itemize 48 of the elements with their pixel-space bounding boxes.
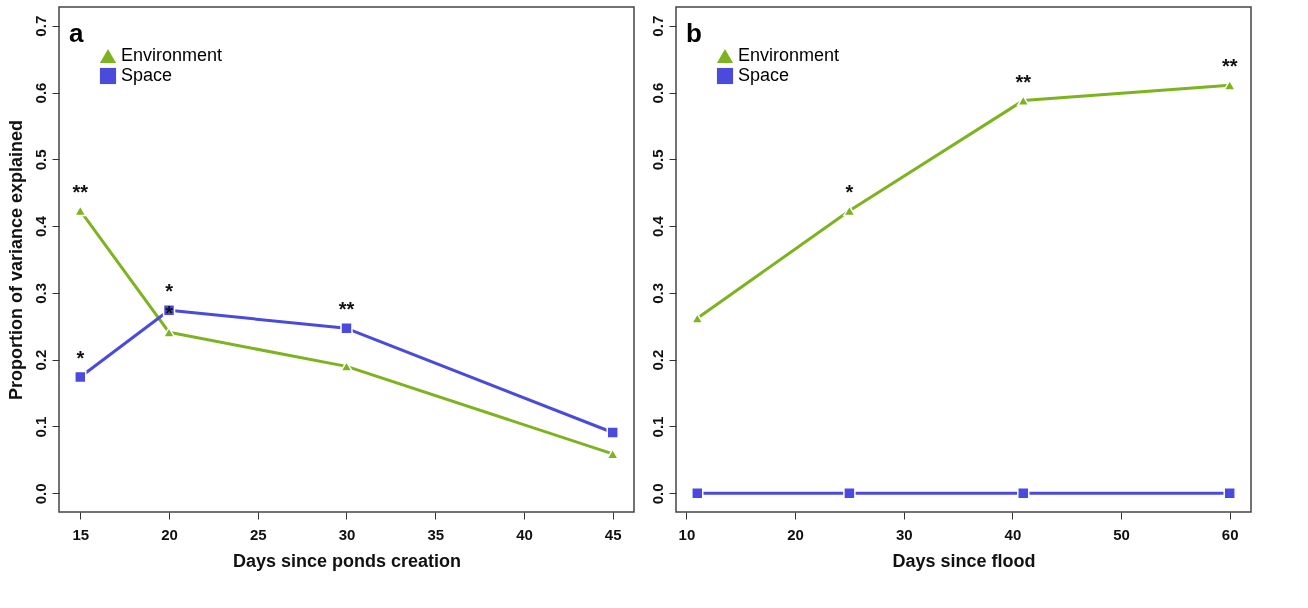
x-tick-label: 60 (1221, 525, 1239, 543)
y-tick-label: 0.7 (31, 15, 49, 37)
y-tick-label: 0.0 (31, 483, 49, 505)
annotation: * (76, 347, 85, 370)
y-tick-label: 0.1 (31, 416, 49, 438)
x-tick-label: 25 (249, 525, 267, 543)
legend-label: Environment (121, 45, 223, 65)
chart-title: a (69, 18, 84, 48)
x-tick-label: 40 (1004, 525, 1022, 543)
x-tick-label: 20 (787, 525, 804, 543)
y-tick-label: 0.2 (31, 349, 49, 371)
annotation: * (845, 180, 854, 203)
legend-label: Environment (738, 45, 840, 65)
x-tick-label: 20 (161, 525, 178, 543)
y-tick-label: 0.5 (31, 149, 49, 171)
annotation: * (165, 302, 174, 325)
legend-label: Space (121, 65, 173, 85)
x-tick-label: 30 (895, 525, 913, 543)
y-tick-label: 0.4 (648, 215, 666, 238)
point (74, 370, 87, 384)
annotation: * (165, 280, 174, 303)
y-tick-label: 0.1 (648, 416, 666, 438)
y-tick-label: 0.6 (31, 82, 49, 104)
y-tick-label: 0.3 (31, 282, 49, 304)
x-tick-label: 45 (604, 525, 622, 543)
y-tick-label: 0.2 (648, 349, 666, 371)
x-tick-label: 30 (338, 525, 356, 543)
annotation: ** (72, 180, 89, 203)
annotation: ** (338, 298, 355, 321)
chart-title: b (686, 18, 702, 48)
y-tick-label: 0.5 (648, 149, 666, 171)
y-axis-title: Proportion of variance explained (5, 119, 26, 401)
x-tick-label: 15 (72, 525, 90, 543)
point (606, 426, 619, 439)
x-tick-label: 35 (427, 525, 445, 543)
y-tick-label: 0.7 (648, 15, 666, 37)
legend-label: Space (738, 65, 790, 85)
y-tick-label: 0.6 (648, 82, 666, 104)
x-tick-label: 50 (1113, 525, 1130, 543)
x-tick-label: 10 (678, 525, 696, 543)
y-tick-label: 0.4 (31, 215, 49, 238)
y-tick-label: 0.3 (648, 282, 666, 304)
annotation: ** (1015, 70, 1032, 93)
x-axis-title: Days since ponds creation (232, 550, 462, 571)
x-axis-title: Days since flood (892, 550, 1036, 571)
y-tick-label: 0.0 (648, 483, 666, 505)
annotation: ** (1221, 55, 1238, 78)
x-tick-label: 40 (516, 525, 533, 543)
